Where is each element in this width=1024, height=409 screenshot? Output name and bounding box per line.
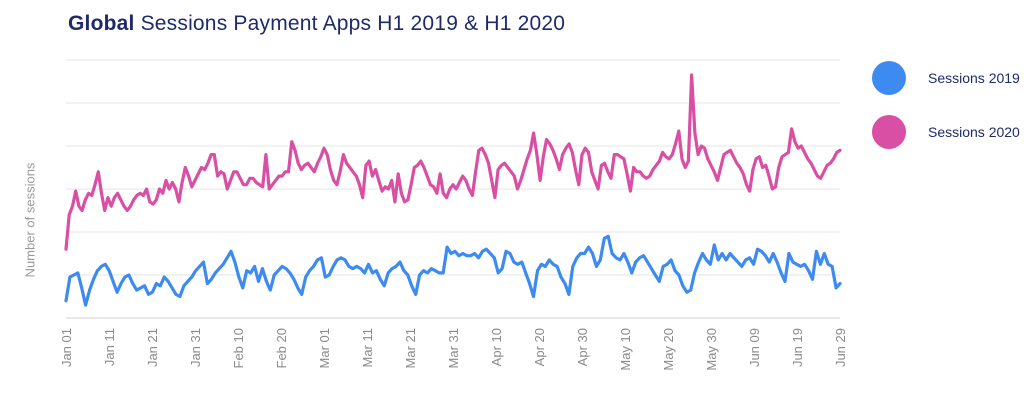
legend-marker-2019 <box>872 61 906 95</box>
x-tick-label: Mar 31 <box>446 328 461 368</box>
x-tick-label: Jan 21 <box>145 328 160 367</box>
x-tick-label: Jun 29 <box>833 328 848 367</box>
x-tick-label: Apr 20 <box>532 328 547 366</box>
legend: Sessions 2019 Sessions 2020 <box>872 60 1020 168</box>
x-tick-label: May 10 <box>618 328 633 371</box>
x-tick-label: Apr 10 <box>489 328 504 366</box>
chart-title-rest: Sessions Payment Apps H1 2019 & H1 2020 <box>134 12 566 35</box>
x-tick-label: Mar 21 <box>403 328 418 368</box>
legend-label-2020: Sessions 2020 <box>928 124 1020 140</box>
x-tick-label: May 20 <box>661 328 676 371</box>
x-tick-label: Feb 10 <box>231 328 246 368</box>
x-tick-label: Jan 01 <box>59 328 74 367</box>
x-tick-label: Feb 20 <box>274 328 289 368</box>
line-chart: Jan 01 Jan 11 Jan 21 Jan 31 Feb 10 Feb 20 Mar … <box>59 59 848 371</box>
chart-title-bold: Global <box>68 12 135 35</box>
x-tick-label: Jan 31 <box>188 328 203 367</box>
x-axis-ticks: Jan 01 Jan 11 Jan 21 Jan 31 Feb 10 Feb 20 Mar … <box>59 328 848 371</box>
legend-item-2020[interactable]: Sessions 2020 <box>872 114 1020 150</box>
x-tick-label: May 30 <box>704 328 719 371</box>
series-lines <box>64 73 842 307</box>
legend-item-2019[interactable]: Sessions 2019 <box>872 60 1020 96</box>
x-tick-label: Jun 09 <box>747 328 762 367</box>
series-line-2019[interactable] <box>64 234 842 307</box>
x-tick-label: Jun 19 <box>790 328 805 367</box>
gridlines <box>66 59 840 319</box>
chart-title: Global Sessions Payment Apps H1 2019 & H… <box>68 12 565 36</box>
x-tick-label: Jan 11 <box>102 328 117 366</box>
x-tick-label: Mar 11 <box>360 328 375 368</box>
series-line-2020[interactable] <box>64 73 842 251</box>
x-tick-label: Apr 30 <box>575 328 590 366</box>
legend-label-2019: Sessions 2019 <box>928 70 1020 86</box>
x-tick-label: Mar 01 <box>317 328 332 368</box>
legend-marker-2020 <box>872 115 906 149</box>
